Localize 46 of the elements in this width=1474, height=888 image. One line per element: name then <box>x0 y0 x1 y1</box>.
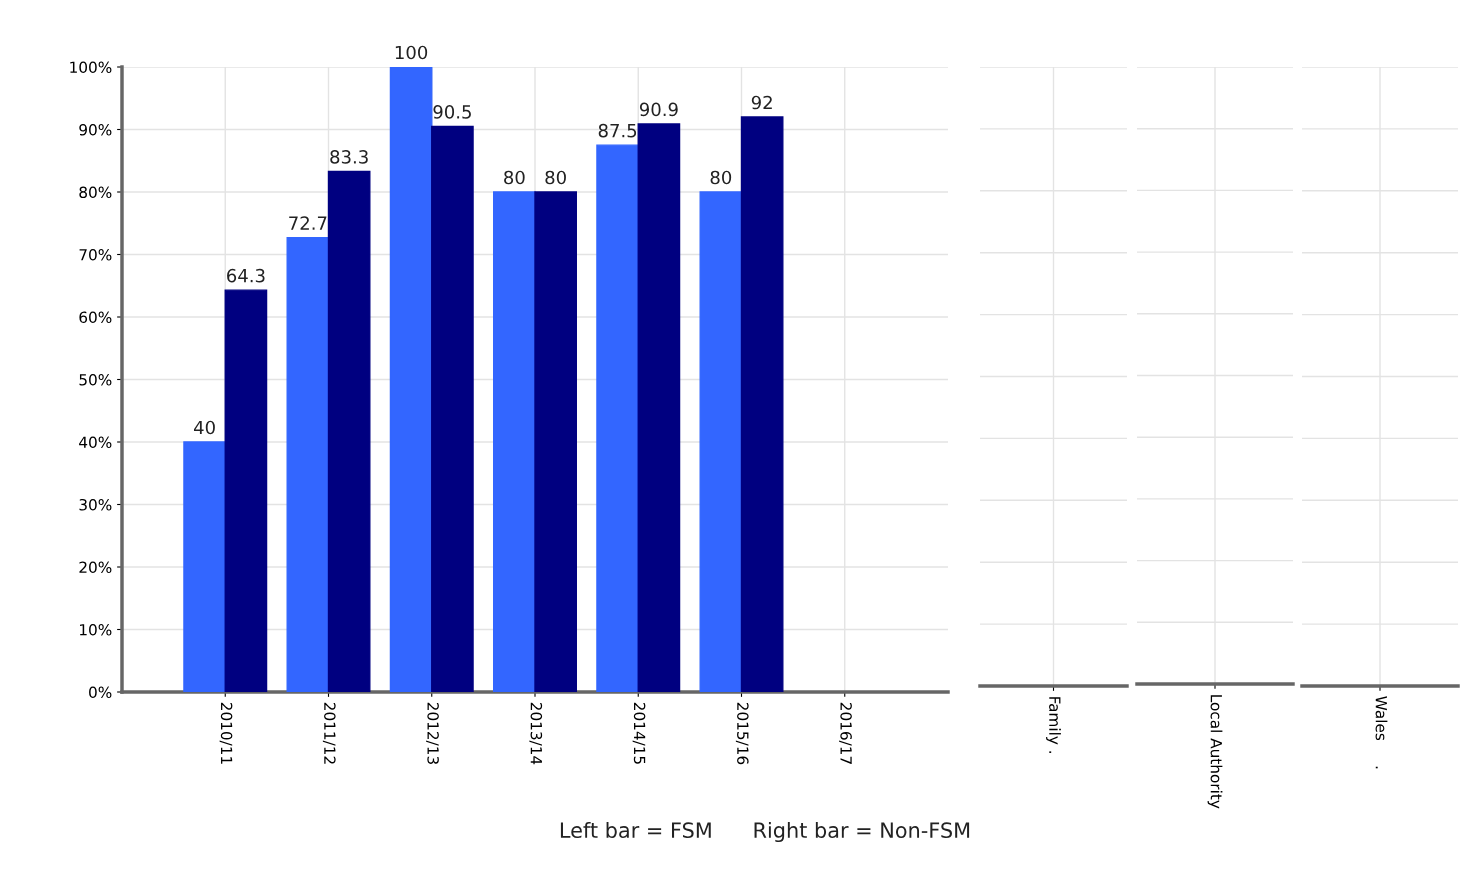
bar <box>286 236 330 692</box>
data-label: 64.3 <box>227 268 265 283</box>
y-tick-label: 20% <box>79 561 112 574</box>
x-tick-label: 2012/13 <box>426 702 439 764</box>
data-label: 72.7 <box>289 216 327 230</box>
bar <box>493 191 536 692</box>
x-tick-label: 2016/17 <box>839 702 852 764</box>
y-tick-label: 40% <box>79 436 112 449</box>
y-tick-label: 0% <box>89 686 112 699</box>
data-label: 90.5 <box>433 105 471 119</box>
text: Left bar = FSM Right bar = Non-FSM <box>560 821 970 843</box>
data-label: 80 <box>545 170 566 185</box>
y-tick-label: 30% <box>79 498 112 511</box>
x-tick-label: Family . <box>1046 697 1061 753</box>
y-tick-label: 90% <box>79 123 112 136</box>
bar <box>740 116 784 692</box>
x-tick-label: 2011/12 <box>322 702 336 764</box>
y-tick-label: 10% <box>80 623 112 636</box>
y-tick-label: 50% <box>79 373 112 386</box>
x-tick-label: Wales . <box>1375 696 1388 769</box>
x-tick-label: 2014/15 <box>632 702 646 764</box>
bar <box>327 170 371 692</box>
x-tick-label: 2013/14 <box>529 702 543 765</box>
data-label: 100 <box>395 45 428 60</box>
bar <box>224 289 268 692</box>
data-label: 80 <box>710 170 732 185</box>
data-label: 92 <box>751 95 772 110</box>
bar <box>389 67 433 692</box>
data-label: 80 <box>504 170 525 185</box>
data-label: 40 <box>194 420 215 435</box>
bar <box>596 144 639 692</box>
y-tick-label: 80% <box>79 186 112 199</box>
bar <box>699 191 743 692</box>
bar <box>183 441 226 692</box>
bar <box>637 123 681 692</box>
y-tick-label: 70% <box>79 248 112 261</box>
y-tick-label: 100% <box>70 61 112 74</box>
bar <box>534 191 577 692</box>
x-tick-label: 2015/16 <box>735 702 749 765</box>
bar <box>431 125 474 692</box>
x-tick-label: Local Authority <box>1207 695 1223 809</box>
x-tick-label: 2010/11 <box>219 702 233 764</box>
y-tick-label: 60% <box>79 311 112 324</box>
data-label: 90.9 <box>639 102 678 117</box>
data-label: 83.3 <box>330 150 368 164</box>
data-label: 87.5 <box>598 123 637 138</box>
